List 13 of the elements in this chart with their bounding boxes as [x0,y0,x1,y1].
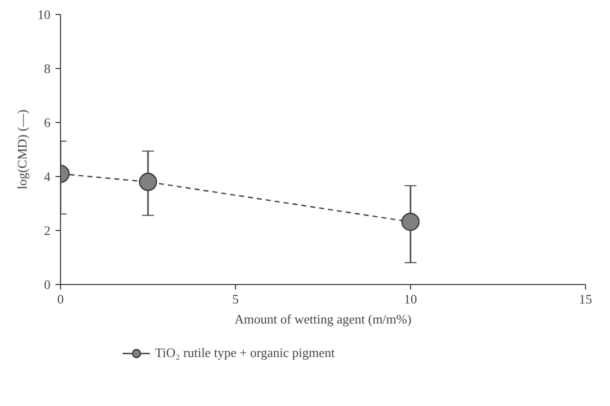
x-tick-label: 10 [404,292,417,306]
x-tick-label: 15 [579,292,592,306]
y-tick-label: 10 [38,7,50,22]
x-axis-title: Amount of wetting agent (m/m%) [234,312,412,326]
y-tick-label: 6 [44,115,51,130]
y-tick-label: 8 [44,61,50,76]
x-tick-label: 5 [232,292,239,306]
y-tick-label: 4 [44,169,51,184]
y-tick-label: 2 [44,223,50,238]
y-tick-label: 0 [44,277,50,292]
legend-label: TiO₂ rutile type + organic pigment [155,345,335,361]
y-axis-title: log(CMD) (—) [14,110,30,190]
x-tick-label: 0 [57,292,64,306]
